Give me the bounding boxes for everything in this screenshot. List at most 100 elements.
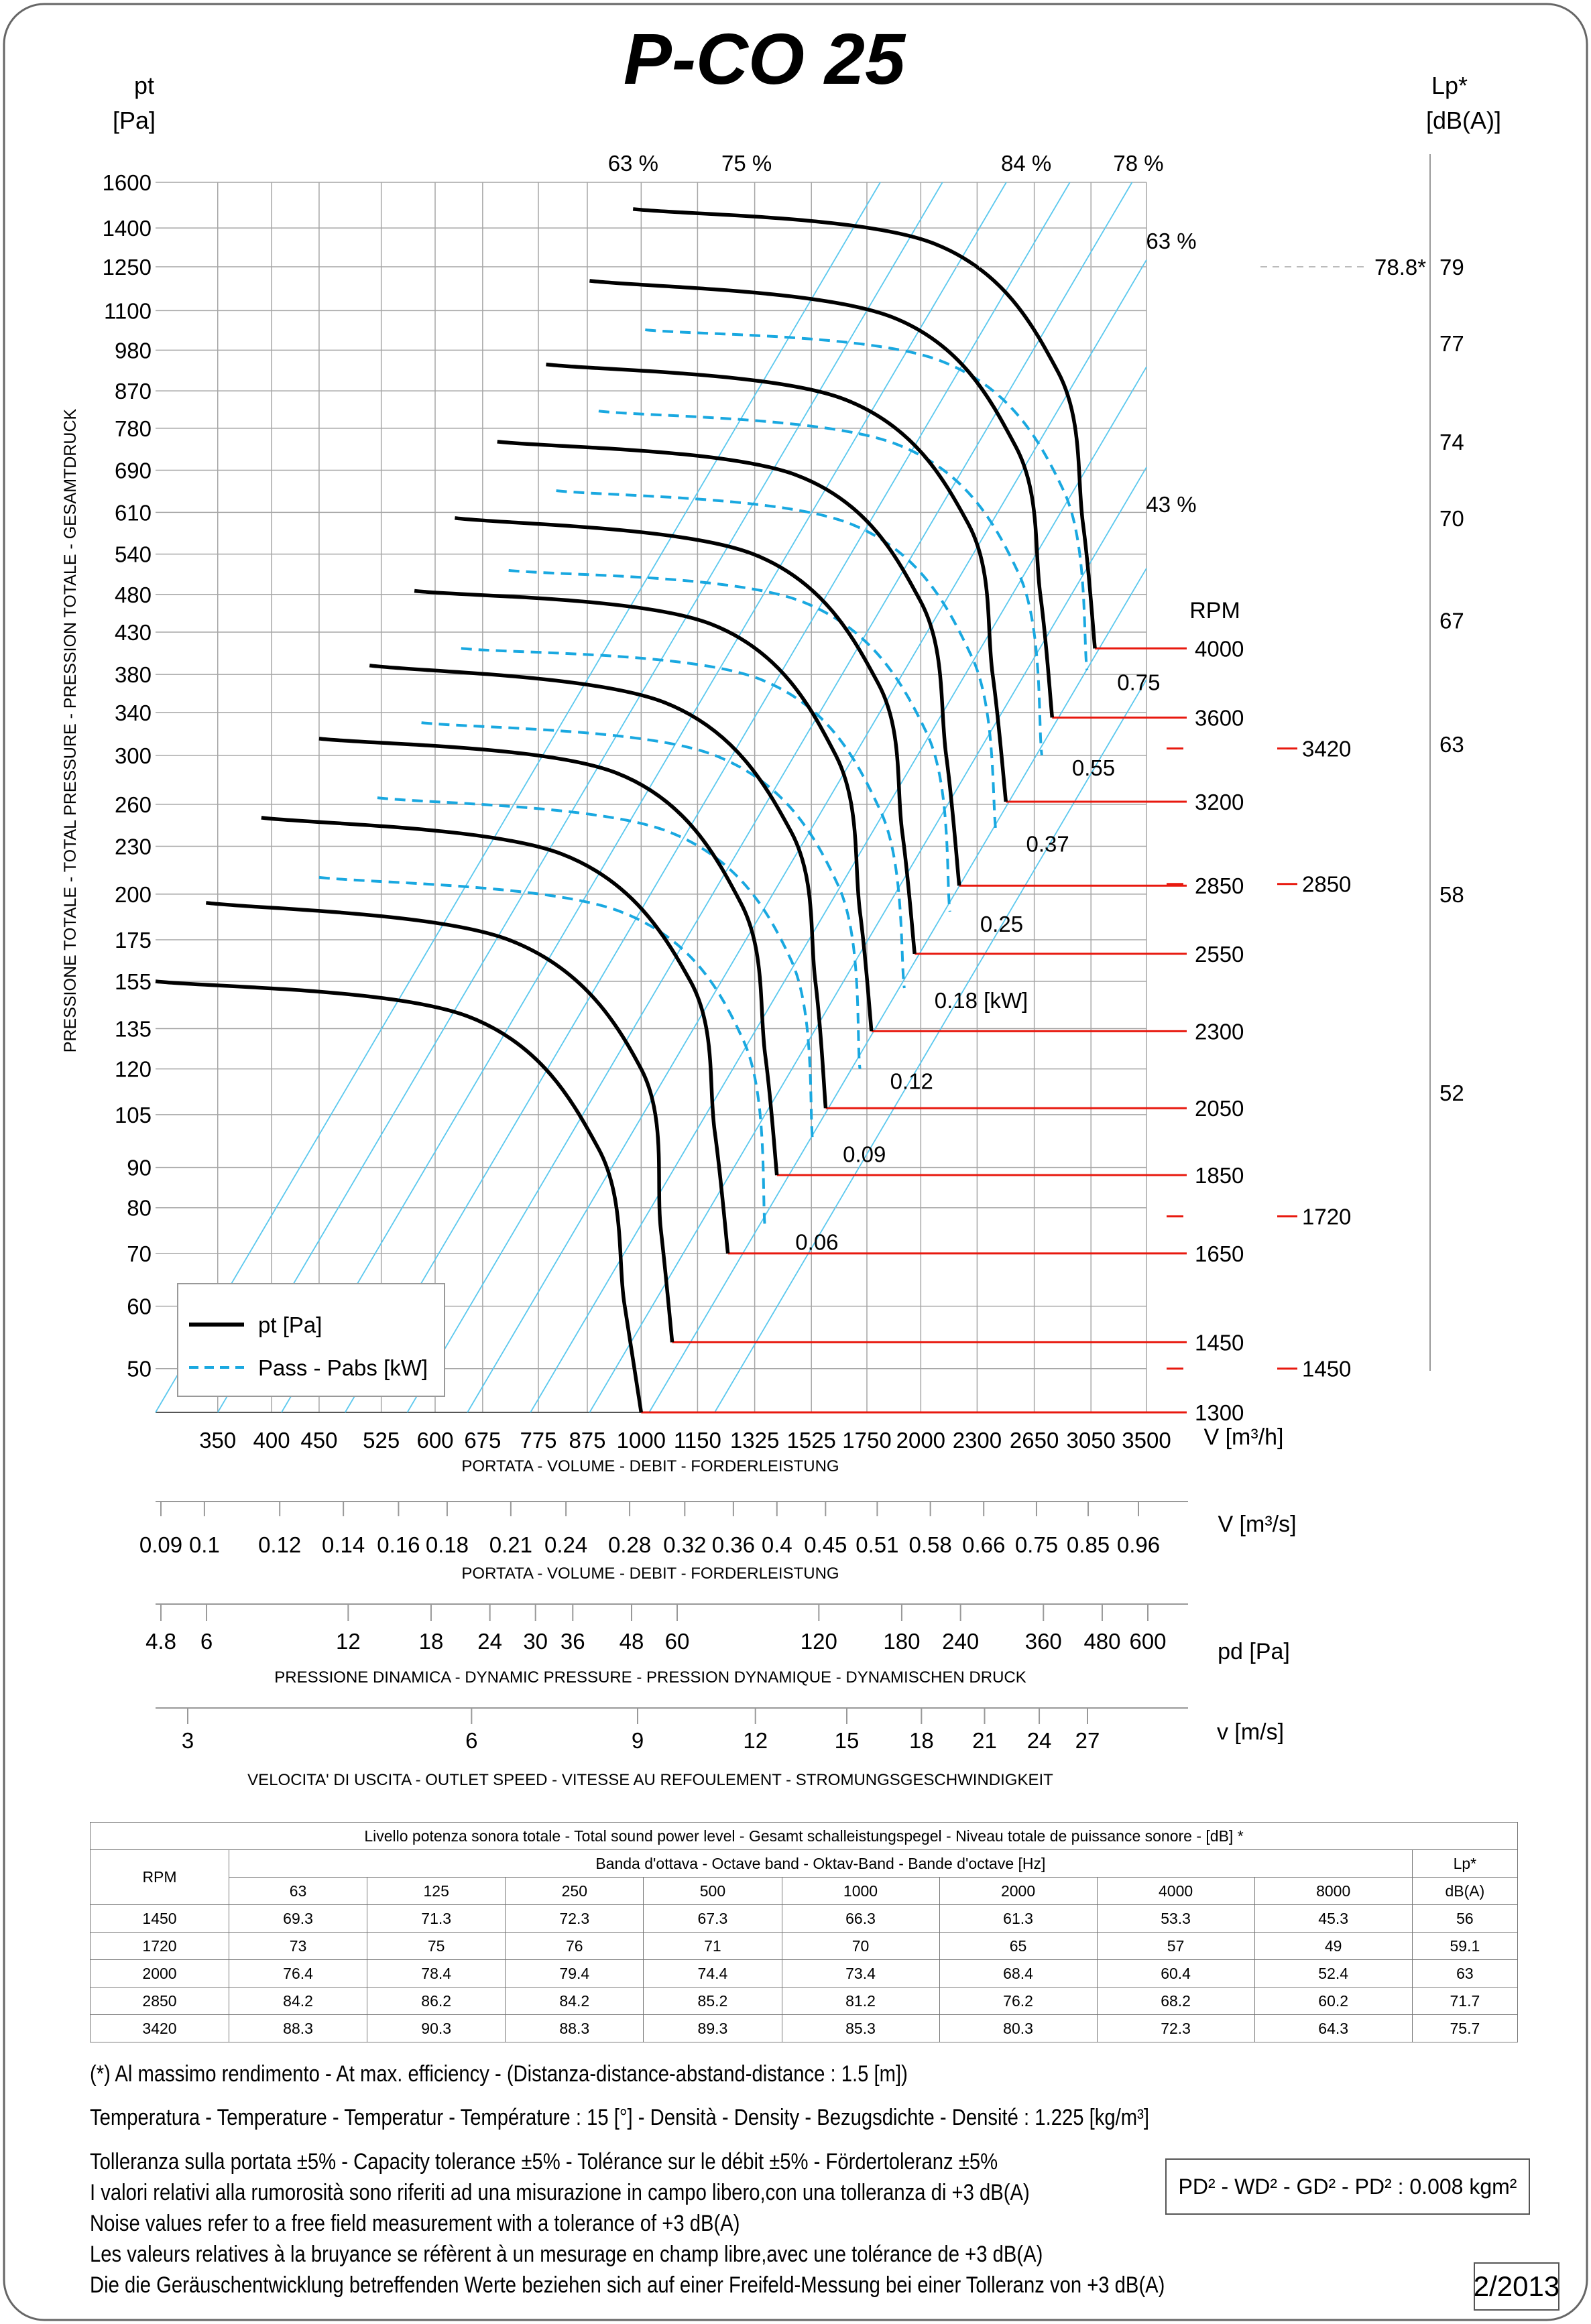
power-curve (318, 875, 767, 1230)
y-tick-label: 780 (115, 416, 152, 441)
pressure-curve (369, 664, 828, 1109)
legend: pt [Pa] Pass - Pabs [kW] (177, 1283, 445, 1397)
efficiency-label: 84 % (1001, 151, 1051, 176)
y-tick-label: 90 (127, 1156, 152, 1180)
power-label: 0.18 [kW] (935, 988, 1028, 1013)
scale-tick-label: 21 (972, 1728, 997, 1753)
noise-value-cell: 71.7 (1411, 1987, 1519, 2015)
power-label: 0.55 (1072, 755, 1115, 780)
y-tick-label: 480 (115, 583, 152, 607)
y-tick-label: 1600 (103, 170, 152, 195)
power-label: 0.37 (1026, 832, 1069, 857)
noise-rpm-cell: 3420 (90, 2014, 229, 2042)
efficiency-label: 75 % (721, 151, 772, 176)
legend-power-label: Pass - Pabs [kW] (258, 1355, 428, 1380)
efficiency-label: 78 % (1113, 151, 1163, 176)
efficiency-line (714, 679, 1147, 1413)
y-tick-label: 1100 (104, 298, 152, 323)
power-curve (508, 568, 951, 912)
revision-box: 2/2013 (1474, 2262, 1559, 2311)
efficiency-line (217, 182, 943, 1413)
y-tick-label: 380 (115, 662, 152, 687)
noise-value-cell: 66.3 (781, 1904, 940, 1933)
y-tick-label: 1250 (103, 255, 152, 280)
lp-tick-label: 70 (1439, 506, 1464, 531)
y-axis-label: PRESSIONE TOTALE - TOTAL PRESSURE - PRES… (61, 408, 80, 1052)
scale-tick-label: 6 (200, 1629, 213, 1654)
y-tick-label: 300 (115, 743, 152, 768)
scale-tick-label: 48 (620, 1629, 644, 1654)
y-tick-label: 870 (115, 379, 152, 404)
efficiency-lines (155, 182, 1147, 1413)
y-tick-label: 230 (115, 834, 152, 859)
noise-table-row: 2000 76.4 78.4 79.4 74.4 73.4 68.4 60.4 52.4 63 (90, 1959, 1519, 1987)
noise-rpm-cell: 1450 (90, 1904, 229, 1933)
x-tick-label: 3050 (1066, 1428, 1115, 1453)
y-tick-label: 175 (115, 928, 152, 953)
pressure-curve (205, 901, 674, 1343)
scale-tick-label: 18 (419, 1629, 444, 1654)
scale-tick-label: 0.4 (762, 1532, 792, 1557)
y-tick-label: 610 (115, 500, 152, 525)
noise-lp-unit: dB(A) (1411, 1877, 1519, 1905)
lp-rpm-label: 3420 (1302, 737, 1351, 761)
noise-table-wrap: Livello potenza sonora totale - Total so… (90, 1822, 1519, 2042)
scale-tick-label: 18 (909, 1728, 934, 1753)
note-line-6: Les valeurs relatives à la bruyance se r… (90, 2242, 1043, 2267)
x-tick-label: 875 (569, 1428, 605, 1453)
power-curve (556, 489, 998, 832)
x-axis-label: PORTATA - VOLUME - DEBIT - FORDERLEISTUN… (461, 1457, 839, 1475)
noise-value-cell: 64.3 (1254, 2014, 1413, 2042)
x-tick-label: 775 (520, 1428, 556, 1453)
scale-tick-label: 0.12 (258, 1532, 301, 1557)
note-line-3: Tolleranza sulla portata ±5% - Capacity … (90, 2149, 998, 2175)
noise-table-body: 1450 69.3 71.3 72.3 67.3 66.3 61.3 53.3 45.3 56 17… (90, 1904, 1519, 2042)
x-tick-label: 3500 (1122, 1428, 1171, 1453)
scale-tick-label: 600 (1129, 1629, 1166, 1654)
noise-band-cell: 125 (367, 1877, 506, 1905)
y-tick-label: 980 (115, 338, 152, 363)
x-tick-label: 2300 (953, 1428, 1002, 1453)
scale-tick-label: 0.32 (663, 1532, 706, 1557)
scale-tick-label: 6 (465, 1728, 477, 1753)
scale-tick-label: 15 (835, 1728, 860, 1753)
rpm-label: 1850 (1195, 1163, 1244, 1188)
noise-value-cell: 70 (781, 1932, 940, 1960)
scale-tick-label: 3 (182, 1728, 194, 1753)
noise-value-cell: 73 (228, 1932, 368, 1960)
note-line-7: Die die Geräuschentwicklung betreffenden… (90, 2272, 1165, 2298)
scale-tick-label: 120 (801, 1629, 837, 1654)
noise-value-cell: 81.2 (781, 1987, 940, 2015)
noise-value-cell: 45.3 (1254, 1904, 1413, 1933)
scale-tick-label: 0.21 (489, 1532, 532, 1557)
noise-rpm-cell: 1720 (90, 1932, 229, 1960)
efficiency-line (467, 259, 1147, 1413)
y-tick-label: 80 (127, 1196, 152, 1221)
noise-value-cell: 78.4 (367, 1959, 506, 1987)
lp-tick-label: 67 (1439, 608, 1464, 633)
noise-rpm-header: RPM (90, 1849, 229, 1905)
scale-tick-label: 4.8 (145, 1629, 176, 1654)
pressure-curve (318, 737, 779, 1176)
max-efficiency-label: 78.8* (1374, 255, 1426, 280)
rpm-label: 1650 (1195, 1241, 1244, 1266)
noise-value-cell: 80.3 (939, 2014, 1098, 2042)
y-tick-label: 690 (115, 458, 152, 483)
noise-value-cell: 88.3 (505, 2014, 644, 2042)
y-unit-line2: [Pa] (113, 107, 156, 134)
scale-tick-label: 12 (336, 1629, 361, 1654)
x-tick-label: 400 (253, 1428, 290, 1453)
noise-value-cell: 61.3 (939, 1904, 1098, 1933)
inertia-box: PD² - WD² - GD² - PD² : 0.008 kgm² (1165, 2158, 1530, 2215)
pressure-curve (455, 516, 917, 955)
scale-tick-label: 0.14 (322, 1532, 365, 1557)
scale-tick-label: 0.85 (1067, 1532, 1110, 1557)
noise-rpm-cell: 2850 (90, 1987, 229, 2015)
pressure-curve (497, 440, 961, 886)
noise-value-cell: 69.3 (228, 1904, 368, 1933)
power-label: 0.25 (980, 912, 1023, 936)
pd-unit: pd [Pa] (1218, 1639, 1290, 1664)
noise-value-cell: 60.2 (1254, 1987, 1413, 2015)
lp-tick-label: 52 (1439, 1081, 1464, 1105)
